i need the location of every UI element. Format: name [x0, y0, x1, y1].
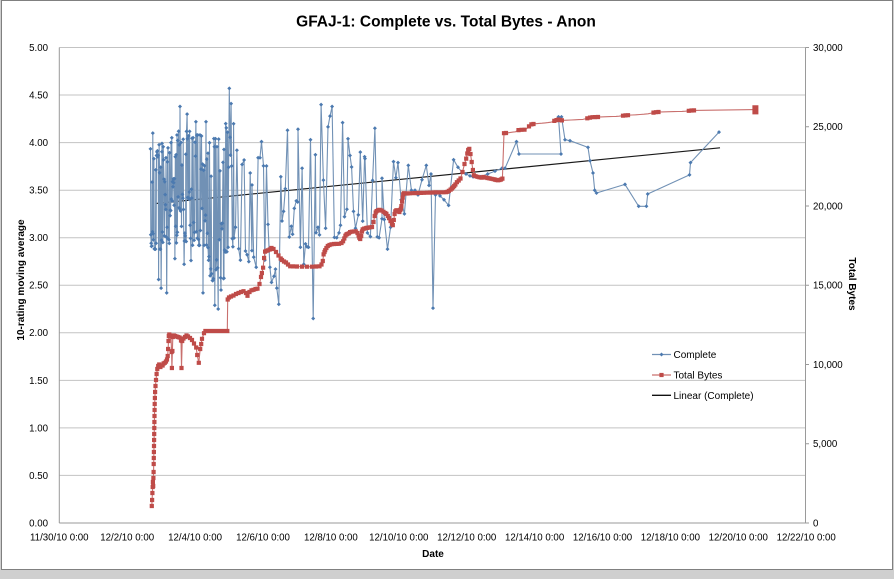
svg-text:3.00: 3.00 — [29, 233, 48, 244]
svg-text:0: 0 — [813, 518, 819, 529]
svg-text:3.50: 3.50 — [29, 186, 48, 197]
svg-text:2.00: 2.00 — [29, 328, 48, 339]
svg-text:5,000: 5,000 — [813, 439, 838, 450]
svg-text:12/6/10 0:00: 12/6/10 0:00 — [236, 533, 290, 544]
svg-text:12/10/10 0:00: 12/10/10 0:00 — [369, 533, 429, 544]
svg-text:1.50: 1.50 — [29, 376, 48, 387]
svg-text:Total Bytes: Total Bytes — [674, 371, 723, 382]
svg-text:2.50: 2.50 — [29, 281, 48, 292]
svg-text:5.00: 5.00 — [29, 43, 48, 54]
svg-text:GFAJ-1: Complete vs. Total Byt: GFAJ-1: Complete vs. Total Bytes - Anon — [296, 14, 596, 31]
svg-text:0.50: 0.50 — [29, 471, 48, 482]
svg-text:12/14/10 0:00: 12/14/10 0:00 — [505, 533, 565, 544]
svg-text:Linear (Complete): Linear (Complete) — [674, 391, 754, 402]
svg-text:Date: Date — [422, 549, 444, 560]
svg-text:1.00: 1.00 — [29, 423, 48, 434]
svg-text:10,000: 10,000 — [813, 360, 843, 371]
svg-text:12/4/10 0:00: 12/4/10 0:00 — [168, 533, 222, 544]
svg-text:12/12/10 0:00: 12/12/10 0:00 — [437, 533, 497, 544]
svg-text:0.00: 0.00 — [29, 518, 48, 529]
svg-text:Total Bytes: Total Bytes — [846, 257, 857, 311]
svg-text:12/16/10 0:00: 12/16/10 0:00 — [573, 533, 633, 544]
svg-text:12/18/10 0:00: 12/18/10 0:00 — [641, 533, 701, 544]
svg-text:15,000: 15,000 — [813, 281, 843, 292]
svg-text:12/8/10 0:00: 12/8/10 0:00 — [304, 533, 358, 544]
svg-text:4.50: 4.50 — [29, 91, 48, 102]
svg-text:30,000: 30,000 — [813, 43, 843, 54]
svg-text:4.00: 4.00 — [29, 138, 48, 149]
svg-text:10-rating moving average: 10-rating moving average — [16, 219, 27, 341]
svg-text:12/2/10 0:00: 12/2/10 0:00 — [100, 533, 154, 544]
svg-text:25,000: 25,000 — [813, 122, 843, 133]
svg-text:Complete: Complete — [674, 350, 717, 361]
svg-text:12/20/10 0:00: 12/20/10 0:00 — [709, 533, 769, 544]
svg-text:20,000: 20,000 — [813, 201, 843, 212]
svg-text:12/22/10 0:00: 12/22/10 0:00 — [777, 533, 837, 544]
svg-text:11/30/10 0:00: 11/30/10 0:00 — [30, 533, 89, 544]
